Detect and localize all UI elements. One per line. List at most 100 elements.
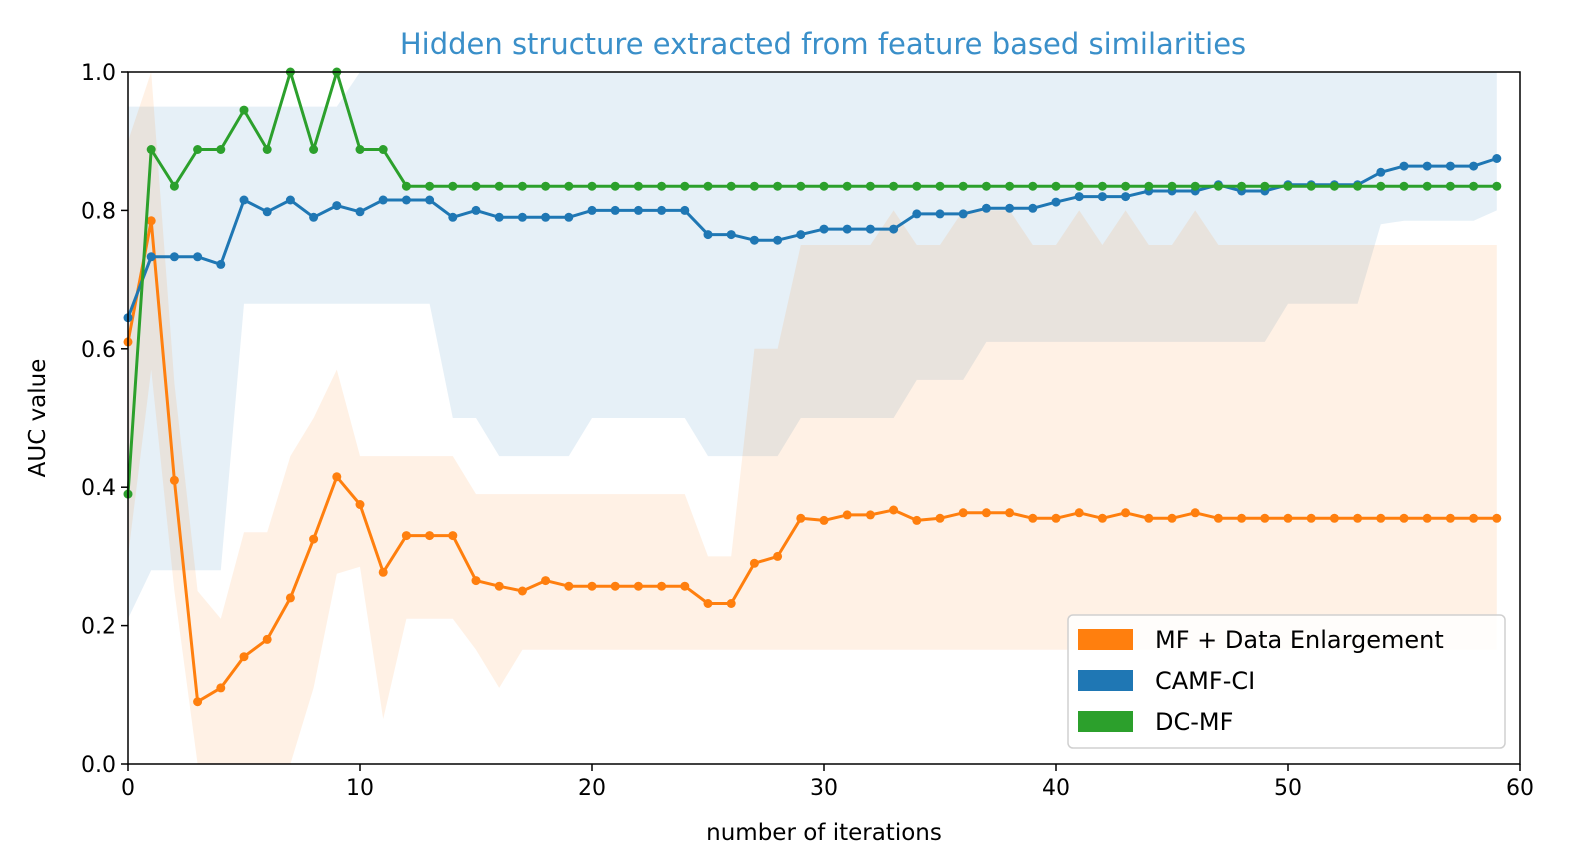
mf-data-enlargement-point xyxy=(495,582,504,591)
dc-mf-point xyxy=(1005,182,1014,191)
dc-mf-point xyxy=(495,182,504,191)
dc-mf-point xyxy=(657,182,666,191)
dc-mf-point xyxy=(356,145,365,154)
mf-data-enlargement-point xyxy=(1469,514,1478,523)
camf-ci-point xyxy=(912,209,921,218)
x-axis-ticks: 0 10 20 30 40 50 60 xyxy=(121,764,1534,801)
chart-title: Hidden structure extracted from feature … xyxy=(400,27,1246,61)
dc-mf-point xyxy=(866,182,875,191)
mf-data-enlargement-point xyxy=(518,587,527,596)
dc-mf-point xyxy=(959,182,968,191)
camf-ci-point xyxy=(332,201,341,210)
dc-mf-point xyxy=(704,182,713,191)
y-axis-label: AUC value xyxy=(25,359,51,478)
mf-data-enlargement-point xyxy=(936,514,945,523)
mf-data-enlargement-point xyxy=(912,516,921,525)
y-tick-label: 0.6 xyxy=(81,338,116,363)
camf-ci-point xyxy=(936,209,945,218)
x-tick-label: 60 xyxy=(1506,776,1534,801)
camf-ci-point xyxy=(1469,162,1478,171)
x-tick-label: 0 xyxy=(121,776,135,801)
mf-data-enlargement-point xyxy=(680,582,689,591)
mf-data-enlargement-point xyxy=(588,582,597,591)
mf-data-enlargement-point xyxy=(263,635,272,644)
dc-mf-point xyxy=(1307,182,1316,191)
mf-data-enlargement-point xyxy=(1121,508,1130,517)
mf-data-enlargement-point xyxy=(1191,508,1200,517)
dc-mf-point xyxy=(750,182,759,191)
mf-data-enlargement-point xyxy=(611,582,620,591)
auc-line-chart: Hidden structure extracted from feature … xyxy=(0,0,1588,866)
camf-ci-point xyxy=(773,236,782,245)
mf-data-enlargement-point xyxy=(704,599,713,608)
mf-data-enlargement-point xyxy=(356,500,365,509)
x-axis-label: number of iterations xyxy=(706,820,942,846)
mf-data-enlargement-point xyxy=(193,697,202,706)
camf-ci-point xyxy=(820,225,829,234)
mf-data-enlargement-point xyxy=(1028,514,1037,523)
dc-mf-point xyxy=(193,145,202,154)
mf-data-enlargement-point xyxy=(1214,514,1223,523)
dc-mf-point xyxy=(379,145,388,154)
camf-ci-point xyxy=(1446,162,1455,171)
x-tick-label: 40 xyxy=(1042,776,1070,801)
camf-ci-point xyxy=(588,206,597,215)
mf-data-enlargement-point xyxy=(448,531,457,540)
dc-mf-point xyxy=(425,182,434,191)
x-tick-label: 50 xyxy=(1274,776,1302,801)
x-tick-label: 10 xyxy=(346,776,374,801)
camf-ci-point xyxy=(518,213,527,222)
camf-ci-point xyxy=(448,213,457,222)
camf-ci-point xyxy=(959,209,968,218)
camf-ci-point xyxy=(750,236,759,245)
dc-mf-point xyxy=(1121,182,1130,191)
camf-ci-point xyxy=(495,213,504,222)
dc-mf-point xyxy=(680,182,689,191)
mf-data-enlargement-point xyxy=(634,582,643,591)
dc-mf-legend-label: DC-MF xyxy=(1155,708,1233,736)
dc-mf-point xyxy=(541,182,550,191)
dc-mf-point xyxy=(1353,182,1362,191)
mf-data-enlargement-point xyxy=(1075,508,1084,517)
camf-ci-point xyxy=(982,204,991,213)
camf-ci-point xyxy=(147,252,156,261)
mf-data-enlargement-point xyxy=(727,599,736,608)
mf-data-enlargement-point xyxy=(1330,514,1339,523)
camf-ci-point xyxy=(240,196,249,205)
mf-data-enlargement-point xyxy=(402,531,411,540)
camf-ci-point xyxy=(379,196,388,205)
camf-ci-point xyxy=(216,260,225,269)
dc-mf-point xyxy=(727,182,736,191)
mf-data-enlargement-point xyxy=(379,568,388,577)
dc-mf-point xyxy=(216,145,225,154)
mf-data-enlargement-point xyxy=(286,593,295,602)
camf-ci-point xyxy=(263,207,272,216)
mf-data-enlargement-point xyxy=(216,683,225,692)
mf-data-enlargement-point xyxy=(866,510,875,519)
dc-mf-point xyxy=(1144,182,1153,191)
mf-data-enlargement-point xyxy=(843,510,852,519)
mf-data-enlargement-legend-label: MF + Data Enlargement xyxy=(1155,626,1444,654)
mf-data-enlargement-point xyxy=(982,508,991,517)
dc-mf-point xyxy=(1284,182,1293,191)
camf-ci-point xyxy=(564,213,573,222)
mf-data-enlargement-point xyxy=(773,552,782,561)
x-tick-label: 30 xyxy=(810,776,838,801)
camf-ci-point xyxy=(866,225,875,234)
mf-data-enlargement-point xyxy=(1284,514,1293,523)
camf-ci-point xyxy=(634,206,643,215)
mf-data-enlargement-point xyxy=(564,582,573,591)
mf-data-enlargement-point xyxy=(1052,514,1061,523)
camf-ci-point xyxy=(704,230,713,239)
dc-mf-point xyxy=(1191,182,1200,191)
camf-ci-point xyxy=(1005,204,1014,213)
dc-mf-point xyxy=(170,182,179,191)
dc-mf-point xyxy=(1214,182,1223,191)
mf-data-enlargement-point xyxy=(1144,514,1153,523)
dc-mf-point xyxy=(240,106,249,115)
mf-data-enlargement-point xyxy=(1098,514,1107,523)
camf-ci-point xyxy=(356,207,365,216)
dc-mf-point xyxy=(773,182,782,191)
dc-mf-point xyxy=(1028,182,1037,191)
mf-data-enlargement-point xyxy=(170,476,179,485)
